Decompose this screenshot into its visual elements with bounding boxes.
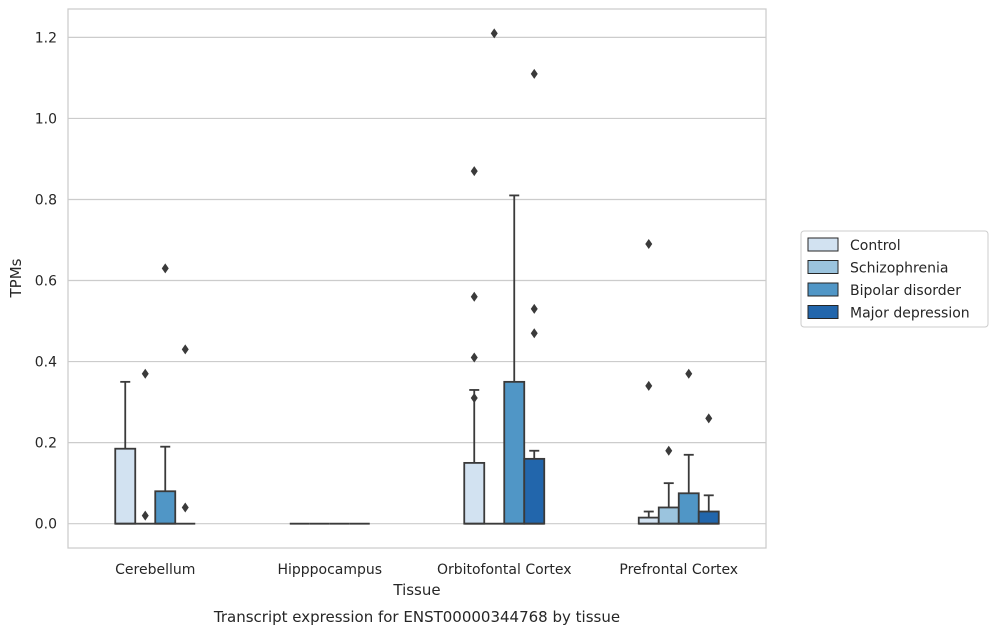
box-control [114, 380, 137, 525]
x-axis-title: Tissue [392, 581, 440, 599]
outlier-point [161, 263, 169, 274]
legend-swatch-control [807, 237, 839, 252]
legend-label-schizophrenia: Schizophrenia [850, 261, 948, 277]
legend: Control Schizophrenia Bipolar disorder Majo… [800, 230, 989, 328]
box-body [114, 447, 137, 525]
legend-label-bipolar-disorder: Bipolar disorder [850, 283, 961, 299]
y-tick-labels: 0.0 0.2 0.4 0.6 0.8 1.0 1.2 [35, 30, 57, 532]
box-body [657, 506, 680, 525]
outlier-point [685, 368, 693, 379]
legend-label-major-depression: Major depression [850, 306, 970, 322]
y-tick-label: 0.4 [35, 355, 57, 371]
box-bipolar-disorder [677, 368, 700, 525]
box-body [463, 461, 486, 525]
box-major-depression [523, 68, 546, 525]
box-control [463, 166, 486, 525]
box-schizophrenia [484, 28, 505, 525]
legend-swatch-major-depression [807, 305, 839, 319]
outlier-point [530, 303, 538, 314]
outlier-point [645, 380, 653, 391]
outlier-point [665, 445, 673, 456]
plot-frame [67, 8, 767, 549]
outlier-point [181, 344, 189, 355]
outlier-point [470, 166, 478, 177]
box-major-depression [697, 413, 720, 525]
box-body [677, 492, 700, 525]
outlier-point [181, 502, 189, 513]
outlier-point [705, 413, 713, 424]
y-tick-label: 1.2 [35, 30, 57, 46]
y-tick-label: 1.0 [35, 111, 57, 127]
box-body [503, 380, 526, 525]
outlier-point [141, 368, 149, 379]
x-tick-label: Orbitofontal Cortex [437, 562, 572, 578]
x-tick-label: Prefrontal Cortex [619, 562, 738, 578]
legend-label-control: Control [850, 238, 901, 254]
box-major-depression [175, 344, 196, 525]
outlier-point [530, 68, 538, 79]
box-body [523, 457, 546, 525]
y-axis-title: TPMs [7, 258, 25, 298]
y-tick-label: 0.0 [35, 517, 57, 533]
legend-swatch-schizophrenia [807, 260, 839, 274]
outlier-point [141, 510, 149, 521]
x-tick-label: Hipppocampus [277, 562, 382, 578]
outlier-point [470, 393, 478, 404]
box-control [637, 239, 660, 525]
y-tick-label: 0.2 [35, 436, 57, 452]
y-tick-label: 0.6 [35, 274, 57, 290]
legend-swatch-bipolar-disorder [807, 282, 839, 297]
outlier-point [490, 28, 498, 39]
x-tick-labels: Cerebellum Hipppocampus Orbitofontal Corte… [115, 562, 738, 578]
legend-frame [800, 230, 989, 328]
box-body [697, 510, 720, 525]
outlier-point [470, 291, 478, 302]
box-schizophrenia [135, 368, 156, 525]
box-schizophrenia [657, 445, 680, 525]
box-layer [114, 28, 720, 525]
x-tick-label: Cerebellum [115, 562, 195, 578]
outlier-point [470, 352, 478, 363]
box-bipolar-disorder [154, 263, 177, 525]
outlier-point [645, 239, 653, 250]
box-bipolar-disorder [503, 194, 526, 525]
box-body [154, 490, 177, 525]
box-body [637, 516, 660, 525]
outlier-point [530, 328, 538, 339]
grid-lines [68, 36, 766, 525]
y-tick-label: 0.8 [35, 192, 57, 208]
chart-caption: Transcript expression for ENST0000034476… [213, 608, 620, 626]
